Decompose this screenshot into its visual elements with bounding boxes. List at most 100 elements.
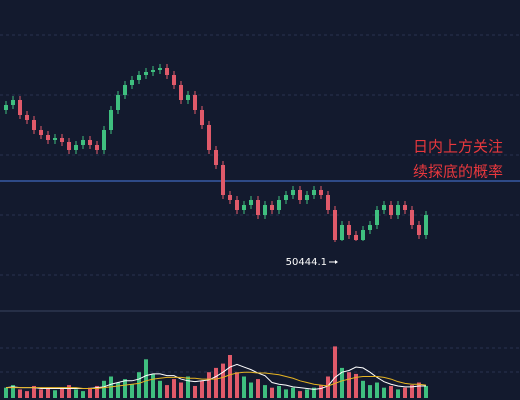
candle-body <box>417 225 421 235</box>
candle-body <box>410 210 414 225</box>
candle-body <box>144 72 148 75</box>
candle-body <box>277 200 281 210</box>
candle-body <box>200 110 204 125</box>
candle-body <box>256 200 260 215</box>
volume-bar <box>326 376 330 398</box>
volume-bar <box>375 382 379 398</box>
candle-body <box>298 190 302 200</box>
candle-body <box>263 205 267 215</box>
volume-bar <box>102 380 106 398</box>
volume-bar <box>347 372 351 398</box>
annotation: 续探底的概率 <box>413 163 503 181</box>
volume-average-line <box>6 371 427 390</box>
candle-body <box>389 205 393 215</box>
volume-bar <box>88 387 92 398</box>
candle-body <box>172 75 176 85</box>
candle-body <box>53 138 57 140</box>
candle-body <box>249 200 253 205</box>
candle-body <box>46 135 50 140</box>
candle-body <box>4 105 8 110</box>
candle-body <box>32 120 36 130</box>
candle-body <box>186 95 190 100</box>
volume-bar <box>305 389 309 398</box>
volume-bar <box>158 380 162 398</box>
candle-body <box>340 225 344 240</box>
volume-bar <box>263 385 267 398</box>
candle-body <box>193 95 197 110</box>
candle-body <box>382 205 386 210</box>
volume-bar <box>39 389 43 398</box>
candle-body <box>221 165 225 195</box>
volume-bar <box>60 388 64 398</box>
candle-body <box>95 145 99 150</box>
low-price-arrow-head <box>335 259 338 264</box>
candle-body <box>326 195 330 210</box>
volume-bar <box>179 382 183 398</box>
volume-bar <box>32 385 36 398</box>
candle-body <box>158 68 162 70</box>
volume-bar <box>123 379 127 398</box>
volume-bar <box>389 385 393 398</box>
candle-body <box>319 190 323 195</box>
candle-body <box>312 190 316 195</box>
candle-body <box>74 145 78 150</box>
candle-body <box>361 230 365 240</box>
candle-body <box>67 142 71 150</box>
volume-bar <box>53 390 57 398</box>
volume-bar <box>81 391 85 398</box>
volume-bar <box>137 372 141 398</box>
candle-body <box>242 205 246 210</box>
volume-bar <box>11 385 15 398</box>
volume-bar <box>228 355 232 398</box>
candle-body <box>18 100 22 115</box>
volume-bar <box>214 367 218 398</box>
annotation: 日内上方关注 <box>413 138 503 156</box>
volume-bar <box>333 346 337 398</box>
volume-bar <box>207 372 211 398</box>
candle-body <box>151 70 155 72</box>
volume-bar <box>256 379 260 398</box>
volume-average-line <box>5 363 426 390</box>
candle-body <box>39 130 43 135</box>
volume-bar <box>270 387 274 398</box>
candle-body <box>116 95 120 110</box>
candle-body <box>214 150 218 165</box>
volume-bar <box>186 376 190 398</box>
candle-body <box>207 125 211 150</box>
volume-bar <box>18 389 22 398</box>
volume-bar <box>221 363 225 398</box>
volume-bar <box>144 359 148 398</box>
volume-bar <box>130 384 134 398</box>
volume-bar <box>249 382 253 398</box>
volume-bar <box>368 385 372 398</box>
candle-body <box>123 85 127 95</box>
candle-body <box>130 80 134 85</box>
volume-bar <box>46 387 50 398</box>
volume-bar <box>410 385 414 398</box>
volume-bar <box>95 385 99 398</box>
volume-bar <box>235 372 239 398</box>
volume-bar <box>403 387 407 398</box>
low-price-label: 50444.1 <box>286 257 327 268</box>
candle-body <box>60 138 64 142</box>
volume-bar <box>172 379 176 398</box>
volume-bar <box>165 385 169 398</box>
candle-body <box>284 195 288 200</box>
volume-bar <box>277 385 281 398</box>
candle-body <box>368 225 372 230</box>
volume-bar <box>361 380 365 398</box>
volume-bar <box>298 391 302 398</box>
volume-bar <box>151 373 155 398</box>
volume-bar <box>291 387 295 398</box>
candle-body <box>25 115 29 120</box>
volume-bar <box>116 382 120 398</box>
candle-body <box>270 205 274 210</box>
candle-body <box>109 110 113 130</box>
candle-body <box>333 210 337 240</box>
volume-bar <box>424 385 428 398</box>
candle-body <box>228 195 232 200</box>
volume-bar <box>312 387 316 398</box>
volume-bar <box>417 382 421 398</box>
candle-body <box>403 205 407 210</box>
